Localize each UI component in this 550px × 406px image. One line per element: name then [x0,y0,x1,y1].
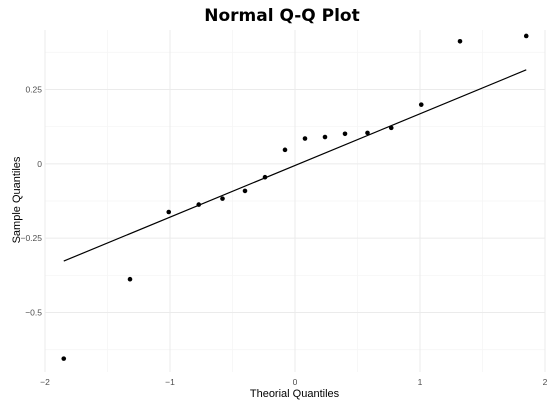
data-point [242,188,248,194]
data-point [342,131,348,137]
data-point [322,134,328,140]
grid [44,30,546,372]
chart-title: Normal Q-Q Plot [204,6,360,26]
x-axis-label: Theorial Quantiles [250,388,340,400]
x-tick-label: −1 [165,377,175,387]
data-point [127,276,133,282]
y-axis-label: Sample Quantiles [11,156,23,243]
x-tick-label: 1 [418,377,423,387]
data-point [365,130,370,136]
y-tick-label: −0.5 [25,308,42,318]
y-axis-ticks: −0.5 −0.25 0 0.25 [20,84,42,317]
x-tick-label: 0 [293,377,298,387]
x-tick-label: −2 [40,377,50,387]
data-point [457,39,463,44]
data-point [523,33,529,39]
data-point [388,125,394,131]
data-points [61,33,529,361]
data-point [196,202,202,207]
data-point [302,136,308,141]
data-point [262,174,268,180]
data-point [220,196,225,201]
data-point [418,102,424,107]
data-point [166,209,172,215]
x-axis-ticks: −2 −1 0 1 2 [40,377,547,387]
reference-line [63,69,527,262]
data-point [61,356,67,361]
y-tick-label: −0.25 [20,233,42,243]
y-tick-label: 0 [37,159,42,169]
x-tick-label: 2 [543,377,548,387]
data-point [282,147,288,153]
y-tick-label: 0.25 [25,84,42,94]
